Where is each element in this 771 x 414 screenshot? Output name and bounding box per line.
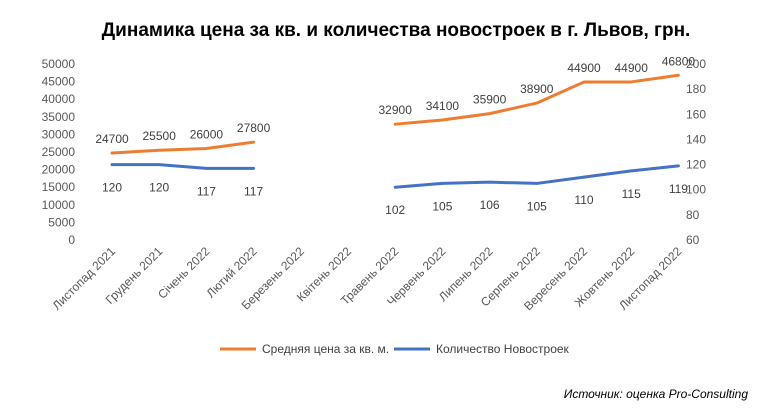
data-label-0: 26000: [190, 127, 224, 141]
right-tick-label: 200: [686, 57, 706, 71]
right-tick-label: 120: [686, 158, 706, 172]
data-label-0: 35900: [473, 93, 507, 107]
right-tick-label: 180: [686, 82, 706, 96]
data-label-1: 117: [244, 184, 263, 198]
data-label-1: 120: [102, 181, 122, 195]
right-tick-label: 160: [686, 107, 706, 121]
data-label-1: 119: [669, 182, 688, 196]
data-label-0: 44900: [615, 61, 649, 75]
legend: Средняя цена за кв. м. Количество Новост…: [220, 342, 570, 356]
data-label-1: 105: [432, 199, 452, 213]
left-tick-label: 40000: [42, 92, 76, 106]
right-tick-label: 60: [686, 233, 700, 247]
source-note: Источник: оценка Pro-Consulting: [564, 387, 749, 401]
data-label-1: 110: [574, 193, 593, 207]
data-label-1: 102: [385, 203, 405, 217]
data-label-1: 105: [527, 199, 547, 213]
left-tick-label: 30000: [42, 127, 76, 141]
left-tick-label: 20000: [42, 163, 76, 177]
legend-label-count: Количество Новостроек: [436, 342, 570, 356]
data-labels: 24700 25500 26000 27800 32900 34100 35900 38900…: [95, 54, 695, 217]
data-label-1: 115: [622, 187, 641, 201]
left-tick-label: 50000: [42, 57, 76, 71]
data-label-0: 24700: [95, 132, 129, 146]
left-axis: 0 5000 10000 15000 20000 25000 30000 35000 40000…: [42, 57, 76, 247]
data-label-0: 32900: [379, 103, 413, 117]
series-line-1: [110, 163, 256, 170]
right-tick-label: 140: [686, 132, 706, 146]
data-label-1: 117: [197, 184, 216, 198]
right-tick-label: 100: [686, 183, 706, 197]
data-label-1: 120: [149, 181, 169, 195]
data-label-0: 46800: [662, 54, 696, 68]
data-label-0: 38900: [520, 82, 554, 96]
left-tick-label: 10000: [42, 198, 76, 212]
left-tick-label: 25000: [42, 145, 76, 159]
chart-title: Динамика цена за кв. и количества новост…: [102, 20, 691, 41]
series-line-1: [393, 164, 680, 189]
plot-lines: [110, 73, 680, 189]
right-axis: 60 80 100 120 140 160 180 200: [686, 57, 706, 247]
left-tick-label: 35000: [42, 110, 76, 124]
left-tick-label: 5000: [48, 215, 75, 229]
series-line-0: [110, 140, 256, 155]
data-label-0: 27800: [237, 121, 271, 135]
legend-label-price: Средняя цена за кв. м.: [262, 342, 389, 356]
series-line-0: [393, 73, 680, 126]
data-label-0: 25500: [143, 129, 177, 143]
data-label-1: 106: [480, 198, 500, 212]
data-label-0: 44900: [567, 61, 601, 75]
right-tick-label: 80: [686, 208, 700, 222]
left-tick-label: 15000: [42, 180, 76, 194]
left-tick-label: 45000: [42, 75, 76, 89]
left-tick-label: 0: [68, 233, 75, 247]
data-label-0: 34100: [426, 99, 460, 113]
